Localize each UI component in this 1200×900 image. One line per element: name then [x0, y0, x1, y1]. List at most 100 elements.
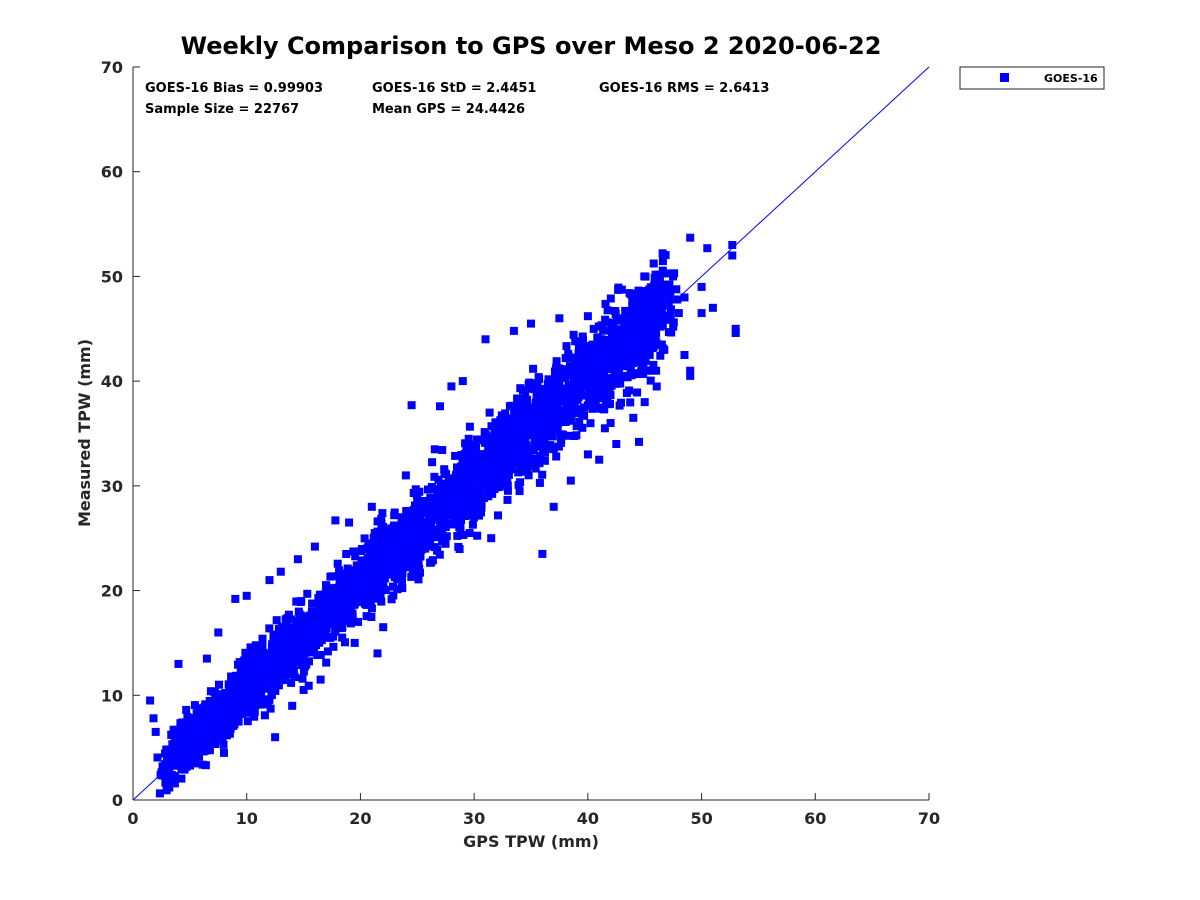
data-point [636, 296, 645, 304]
data-point [234, 677, 242, 686]
data-point [548, 424, 557, 433]
data-point [603, 306, 612, 315]
data-point [373, 649, 382, 658]
data-point [214, 628, 223, 637]
data-point [289, 666, 298, 675]
data-point [664, 328, 673, 337]
data-point [270, 669, 279, 678]
data-point [515, 418, 524, 427]
data-point [650, 274, 659, 283]
data-point [201, 761, 210, 770]
data-point [402, 507, 411, 516]
data-point [243, 680, 252, 689]
data-point [594, 322, 603, 331]
data-point [601, 382, 610, 391]
data-point [449, 520, 458, 529]
data-point [307, 625, 316, 633]
data-point [171, 772, 180, 780]
data-point [381, 562, 390, 571]
data-point [535, 459, 544, 468]
data-point [487, 422, 496, 431]
data-point [481, 438, 490, 447]
data-point [574, 353, 582, 362]
data-point [655, 309, 664, 317]
data-point [283, 639, 292, 648]
data-point [297, 639, 306, 648]
data-point [235, 694, 244, 703]
data-point [653, 315, 662, 324]
data-point [362, 612, 371, 621]
data-point [346, 587, 354, 596]
data-point [605, 336, 614, 345]
data-point [457, 515, 466, 524]
data-point [593, 353, 602, 362]
data-point [597, 335, 606, 344]
data-point [427, 526, 436, 535]
axes: 0 10 20 30 40 50 60 70 0 10 20 30 40 50 60 70 [101, 58, 940, 828]
data-point [509, 326, 518, 335]
data-point [561, 418, 570, 426]
data-point [661, 251, 670, 260]
data-point [595, 371, 604, 380]
data-point [641, 349, 650, 358]
data-point [232, 698, 241, 707]
data-point [338, 570, 346, 579]
y-tick-label: 30 [101, 477, 123, 496]
data-point [371, 580, 380, 589]
data-point [507, 417, 516, 426]
data-point [646, 291, 655, 300]
data-point [606, 294, 615, 303]
data-point [204, 717, 212, 725]
data-point [350, 638, 359, 647]
data-point [182, 719, 191, 728]
chart-title: Weekly Comparison to GPS over Meso 2 202… [181, 32, 882, 60]
data-point [405, 555, 413, 564]
data-point [507, 465, 516, 474]
data-point [416, 529, 425, 538]
data-point [407, 401, 416, 410]
data-point [390, 508, 399, 517]
data-point [185, 738, 194, 747]
data-point [669, 318, 678, 327]
data-point [540, 456, 549, 465]
x-tick-label: 60 [804, 809, 826, 828]
data-point [548, 378, 557, 387]
data-point [176, 724, 185, 733]
data-point [503, 481, 512, 490]
data-point [635, 304, 644, 313]
data-point [544, 390, 553, 399]
data-point [293, 555, 302, 564]
data-point [231, 711, 240, 720]
data-point [220, 699, 229, 708]
data-point [527, 381, 536, 390]
data-point [481, 335, 490, 344]
data-point [531, 400, 540, 408]
data-point [430, 445, 439, 454]
data-point [561, 354, 570, 363]
data-point [273, 681, 282, 690]
data-point [278, 652, 286, 661]
data-point [292, 597, 301, 606]
data-point [231, 687, 240, 696]
data-point [576, 358, 585, 367]
data-point [463, 481, 472, 490]
data-point [560, 392, 569, 401]
data-point [304, 681, 313, 690]
data-point [586, 419, 595, 428]
data-point [697, 309, 706, 318]
data-point [453, 531, 462, 540]
data-point [607, 381, 616, 390]
data-point [367, 539, 376, 548]
data-point [522, 441, 531, 450]
x-tick-label: 50 [690, 809, 712, 828]
data-point [274, 638, 283, 647]
data-point [439, 486, 448, 495]
data-point [557, 436, 566, 445]
data-point [433, 545, 442, 554]
data-point [274, 666, 283, 675]
data-point [237, 686, 246, 695]
data-point [252, 650, 261, 659]
data-point [378, 570, 387, 579]
data-point [631, 315, 640, 324]
data-point [354, 583, 363, 592]
